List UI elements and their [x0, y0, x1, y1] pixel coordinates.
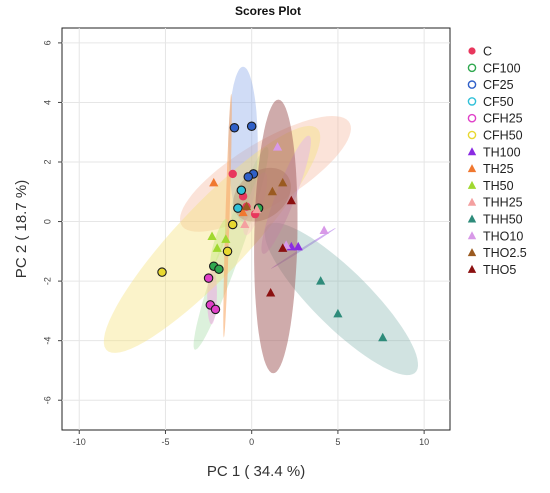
ellipse-th50: [210, 218, 228, 266]
legend-label-tho10: THO10: [483, 229, 523, 243]
point-tho5: [266, 288, 276, 297]
legend-marker-th100: [467, 147, 477, 156]
legend-label-thh25: THH25: [483, 196, 523, 210]
y-tick-label: 4: [42, 100, 52, 105]
legend-marker-thh50: [467, 214, 477, 223]
legend-label-th100: TH100: [483, 145, 521, 159]
point-th100: [293, 241, 303, 251]
y-tick-label: -6: [42, 396, 52, 404]
x-tick-label: 5: [335, 437, 340, 447]
point-cfh50: [227, 219, 238, 230]
point-cf25: [243, 172, 253, 182]
legend-marker-cf50: [467, 97, 477, 106]
legend-marker-cfh50: [467, 130, 477, 140]
point-thh25: [240, 219, 250, 229]
legend-label-c: C: [483, 45, 492, 59]
ellipse-thh50: [264, 222, 418, 376]
chart-title: Scores Plot: [235, 4, 301, 18]
legend-marker-tho10: [467, 231, 477, 240]
x-axis-label: PC 1 ( 34.4 %): [207, 463, 305, 480]
legend-label-tho5: THO5: [483, 263, 516, 277]
legend-label-tho2-5: THO2.5: [483, 246, 527, 260]
point-tho10: [272, 142, 283, 151]
ellipse-th25: [223, 93, 232, 338]
point-cfh25: [210, 304, 221, 315]
axis-ticks: -10 -5 0 5 10 -6 -4 -2 0 2 4 6: [42, 40, 429, 447]
point-cfh50: [157, 267, 167, 277]
legend-marker-cfh25: [467, 113, 477, 123]
point-th50: [207, 231, 217, 240]
point-tho5: [286, 195, 296, 205]
point-tho2-5: [267, 186, 277, 196]
legend-marker-th50: [467, 180, 477, 189]
data-points: [157, 121, 388, 342]
y-tick-label: 0: [42, 219, 52, 224]
legend-marker-c: [468, 47, 476, 55]
legend-marker-tho2-5: [467, 248, 477, 257]
point-tho2-5: [278, 177, 288, 187]
legend-label-cfh25: CFH25: [483, 112, 523, 126]
legend-label-cf100: CF100: [483, 61, 521, 75]
point-th25: [209, 177, 219, 187]
point-cf25: [246, 121, 257, 132]
x-tick-label: -5: [161, 437, 169, 447]
y-axis-label: PC 2 ( 18.7 %): [13, 180, 30, 278]
point-tho5: [278, 243, 288, 252]
point-tho10: [319, 225, 329, 234]
point-cf25: [229, 123, 240, 133]
legend-label-th50: TH50: [483, 179, 514, 193]
point-cfh25: [203, 273, 214, 283]
ellipse-tho5: [254, 99, 298, 374]
legend: C CF100 CF25 CF50 CFH25 CFH50 TH100 TH25 TH50 THH…: [467, 45, 527, 277]
point-cfh50: [222, 246, 233, 257]
x-tick-label: -10: [73, 437, 86, 447]
point-th25: [238, 207, 248, 217]
legend-label-th25: TH25: [483, 162, 514, 176]
point-th50: [221, 234, 231, 243]
y-tick-label: -2: [42, 277, 52, 285]
y-tick-label: 6: [42, 40, 52, 45]
legend-label-thh50: THH50: [483, 213, 523, 227]
point-c: [228, 169, 237, 179]
point-tho2-5: [241, 201, 252, 211]
point-cf100: [214, 264, 224, 274]
legend-marker-cf100: [467, 63, 477, 73]
point-cf50: [233, 203, 243, 213]
x-tick-label: 10: [419, 437, 429, 447]
x-tick-label: 0: [249, 437, 254, 447]
legend-marker-th25: [467, 164, 477, 173]
legend-label-cf25: CF25: [483, 78, 514, 92]
y-tick-label: -4: [42, 337, 52, 345]
point-thh50: [316, 276, 326, 285]
point-th50: [212, 243, 222, 252]
legend-label-cfh50: CFH50: [483, 129, 523, 143]
y-tick-label: 2: [42, 159, 52, 164]
point-thh25: [252, 204, 262, 214]
point-thh50: [378, 332, 388, 342]
legend-marker-cf25: [467, 80, 477, 89]
legend-marker-thh25: [467, 197, 477, 206]
point-thh50: [333, 308, 343, 318]
legend-marker-tho5: [467, 264, 477, 273]
legend-label-cf50: CF50: [483, 95, 514, 109]
point-cf50: [236, 185, 247, 196]
